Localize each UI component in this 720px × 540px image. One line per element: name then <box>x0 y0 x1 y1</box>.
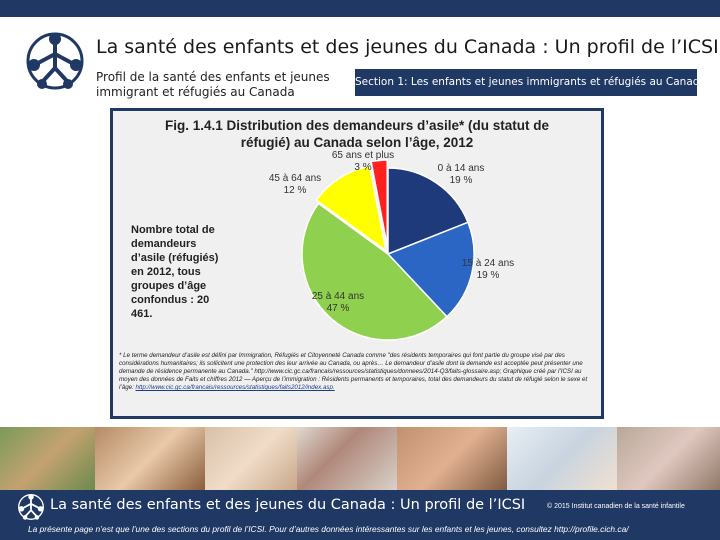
slice-value-label: 3 % <box>354 162 371 173</box>
pie-slice-1 <box>387 167 469 256</box>
pie-slice-3 <box>301 202 448 341</box>
photo-children-smiling <box>397 427 507 490</box>
page-subtitle: Profil de la santé des enfants et jeunes… <box>96 70 330 99</box>
pie-slice-2 <box>386 221 475 318</box>
photo-baby <box>205 427 297 490</box>
slice-category-label: 0 à 14 ans <box>438 163 485 174</box>
footer-note[interactable]: La présente page n’est que l’une des sec… <box>28 524 629 534</box>
photo-doctor-child <box>507 427 617 490</box>
photo-kids-row <box>297 427 397 490</box>
section-badge: Section 1: Les enfants et jeunes immigra… <box>355 69 706 96</box>
photo-family <box>95 427 205 490</box>
top-bar <box>0 0 720 17</box>
figure-footnote: * Le terme demandeur d’asile est défini … <box>119 352 597 392</box>
copyright-text: © 2015 Institut canadien de la santé inf… <box>547 503 685 510</box>
figure-title: Fig. 1.4.1 Distribution des demandeurs d… <box>113 117 601 151</box>
slice-category-label: 45 à 64 ans <box>269 173 321 184</box>
cich-logo-small-icon <box>18 494 44 520</box>
cich-logo-icon <box>26 32 84 90</box>
slice-category-label: 25 à 44 ans <box>312 291 364 302</box>
slice-value-label: 19 % <box>477 270 500 281</box>
slice-value-label: 47 % <box>327 303 350 314</box>
photo-strip <box>0 427 720 490</box>
photo-children-group <box>0 427 95 490</box>
figure-title-line1: Fig. 1.4.1 Distribution des demandeurs d… <box>164 118 550 133</box>
slice-value-label: 19 % <box>450 175 473 186</box>
figure-title-line2: réfugié) au Canada selon l’âge, 2012 <box>240 135 474 150</box>
pie-slice-4 <box>315 165 387 253</box>
footnote-link[interactable]: http://www.cic.gc.ca/francais/ressources… <box>135 384 335 391</box>
total-label: Nombre total de demandeurs d’asile (réfu… <box>131 224 219 320</box>
slice-category-label: 65 ans et plus <box>332 150 394 161</box>
page-title: La santé des enfants et des jeunes du Ca… <box>96 36 719 58</box>
bottom-bar <box>0 490 720 540</box>
slice-value-label: 12 % <box>284 185 307 196</box>
photo-teens <box>617 427 720 490</box>
footer-title: La santé des enfants et des jeunes du Ca… <box>50 497 526 513</box>
slice-category-label: 15 à 24 ans <box>462 258 514 269</box>
figure-panel: 0 à 14 ans 19 % 15 à 24 ans 19 % 25 à 44 ans… <box>110 108 604 419</box>
footnote-text: * Le terme demandeur d’asile est défini … <box>119 352 588 391</box>
pie-slice-5 <box>370 159 388 247</box>
